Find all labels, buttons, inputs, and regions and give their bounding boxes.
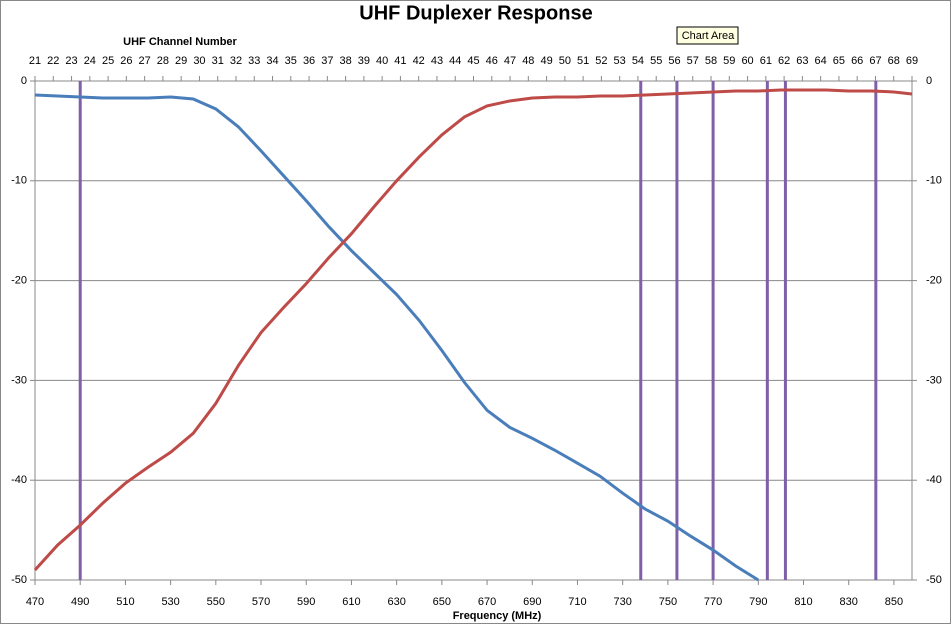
x2-tick-label: 37 xyxy=(321,55,333,67)
y2-tick-label: -20 xyxy=(926,275,942,287)
y-tick-label: -20 xyxy=(11,275,27,287)
x-tick-label: 670 xyxy=(478,596,496,608)
chart-title: UHF Duplexer Response xyxy=(359,2,592,24)
tooltip-box xyxy=(676,26,739,45)
x-tick-label: 550 xyxy=(207,596,225,608)
x-tick-label: 590 xyxy=(297,596,315,608)
x-axis-title: Frequency (MHz) xyxy=(453,610,542,622)
x2-tick-label: 50 xyxy=(559,55,571,67)
x2-tick-label: 34 xyxy=(266,55,278,67)
x2-tick-label: 36 xyxy=(303,55,315,67)
x-tick-label: 850 xyxy=(885,596,903,608)
x2-tick-label: 65 xyxy=(833,55,845,67)
x2-tick-label: 28 xyxy=(157,55,169,67)
x2-tick-label: 33 xyxy=(248,55,260,67)
x-tick-label: 690 xyxy=(523,596,541,608)
x-tick-label: 610 xyxy=(342,596,360,608)
x-tick-label: 530 xyxy=(161,596,179,608)
y-tick-label: -30 xyxy=(11,374,27,386)
x-tick-label: 570 xyxy=(252,596,270,608)
x2-tick-label: 63 xyxy=(796,55,808,67)
x2-tick-label: 40 xyxy=(376,55,388,67)
y2-tick-label: -50 xyxy=(926,574,942,586)
x2-tick-label: 68 xyxy=(888,55,900,67)
x2-tick-label: 45 xyxy=(467,55,479,67)
x-tick-label: 630 xyxy=(387,596,405,608)
x2-tick-label: 67 xyxy=(869,55,881,67)
x2-tick-label: 56 xyxy=(668,55,680,67)
x2-tick-label: 32 xyxy=(230,55,242,67)
x2-tick-label: 27 xyxy=(139,55,151,67)
x2-tick-label: 24 xyxy=(84,55,96,67)
x-tick-label: 730 xyxy=(614,596,632,608)
x2-tick-label: 60 xyxy=(741,55,753,67)
x2-tick-label: 57 xyxy=(687,55,699,67)
y2-tick-label: -30 xyxy=(926,374,942,386)
x2-tick-label: 55 xyxy=(650,55,662,67)
x2-tick-label: 30 xyxy=(193,55,205,67)
x2-tick-label: 66 xyxy=(851,55,863,67)
y-tick-label: -40 xyxy=(11,474,27,486)
y2-tick-label: -40 xyxy=(926,474,942,486)
x2-tick-label: 25 xyxy=(102,55,114,67)
x-tick-label: 710 xyxy=(568,596,586,608)
x2-tick-label: 38 xyxy=(339,55,351,67)
x2-tick-label: 47 xyxy=(504,55,516,67)
x-tick-label: 830 xyxy=(840,596,858,608)
x2-tick-label: 62 xyxy=(778,55,790,67)
x2-axis-title: UHF Channel Number xyxy=(123,36,237,48)
x2-tick-label: 21 xyxy=(29,55,41,67)
x2-tick-label: 43 xyxy=(431,55,443,67)
plot-frame xyxy=(34,80,913,581)
x2-tick-label: 29 xyxy=(175,55,187,67)
y2-tick-label: 0 xyxy=(926,75,932,87)
x-tick-label: 750 xyxy=(659,596,677,608)
x-tick-label: 810 xyxy=(794,596,812,608)
x2-tick-label: 23 xyxy=(65,55,77,67)
data-line xyxy=(33,88,913,572)
x-tick-label: 470 xyxy=(26,596,44,608)
x-tick-label: 790 xyxy=(749,596,767,608)
y-tick-label: -50 xyxy=(11,574,27,586)
data-line xyxy=(34,93,760,582)
x-tick-label: 650 xyxy=(433,596,451,608)
x2-tick-label: 48 xyxy=(522,55,534,67)
y-tick-label: 0 xyxy=(21,75,27,87)
x2-tick-label: 35 xyxy=(285,55,297,67)
x2-tick-label: 61 xyxy=(760,55,772,67)
x2-tick-label: 54 xyxy=(632,55,644,67)
y2-tick-label: -10 xyxy=(926,175,942,187)
x2-tick-label: 44 xyxy=(449,55,461,67)
x2-tick-label: 46 xyxy=(486,55,498,67)
x-tick-label: 770 xyxy=(704,596,722,608)
x2-tick-label: 42 xyxy=(413,55,425,67)
x2-tick-label: 58 xyxy=(705,55,717,67)
x2-tick-label: 49 xyxy=(540,55,552,67)
x2-tick-label: 52 xyxy=(595,55,607,67)
x2-tick-label: 22 xyxy=(47,55,59,67)
x2-tick-label: 26 xyxy=(120,55,132,67)
x2-tick-label: 51 xyxy=(577,55,589,67)
y-tick-label: -10 xyxy=(11,175,27,187)
x2-tick-label: 64 xyxy=(815,55,827,67)
x-tick-label: 510 xyxy=(116,596,134,608)
x2-tick-label: 31 xyxy=(212,55,224,67)
x-tick-label: 490 xyxy=(71,596,89,608)
tooltip: Chart Area xyxy=(682,30,735,42)
x2-tick-label: 53 xyxy=(614,55,626,67)
x2-tick-label: 39 xyxy=(358,55,370,67)
x2-tick-label: 59 xyxy=(723,55,735,67)
x2-tick-label: 41 xyxy=(394,55,406,67)
x2-tick-label: 69 xyxy=(906,55,918,67)
